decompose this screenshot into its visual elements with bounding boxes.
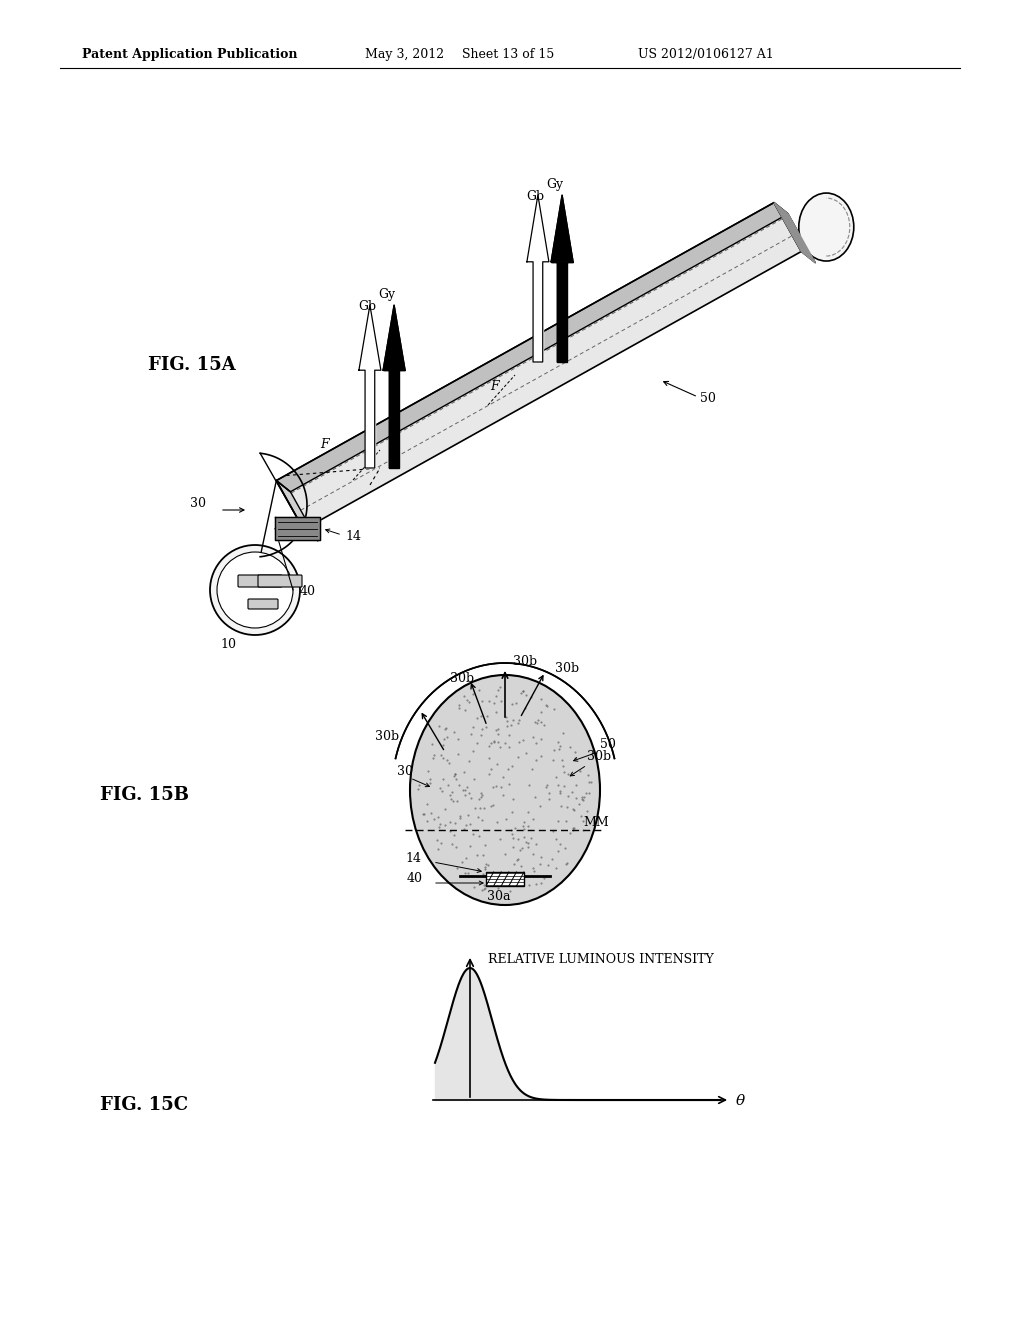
Polygon shape bbox=[551, 261, 573, 362]
FancyBboxPatch shape bbox=[248, 599, 278, 609]
Text: May 3, 2012: May 3, 2012 bbox=[365, 48, 444, 61]
Text: 30b: 30b bbox=[587, 750, 611, 763]
Polygon shape bbox=[276, 480, 317, 541]
Polygon shape bbox=[527, 195, 549, 261]
Text: 14: 14 bbox=[406, 851, 421, 865]
Text: F: F bbox=[490, 380, 499, 393]
Text: 30: 30 bbox=[397, 766, 413, 777]
Text: 30: 30 bbox=[190, 498, 206, 510]
Polygon shape bbox=[276, 202, 802, 529]
Text: Gy: Gy bbox=[546, 178, 563, 191]
Text: 30b: 30b bbox=[450, 672, 474, 685]
Polygon shape bbox=[551, 195, 573, 261]
Text: FIG. 15C: FIG. 15C bbox=[100, 1096, 188, 1114]
Text: Gb: Gb bbox=[526, 190, 544, 203]
Polygon shape bbox=[275, 517, 319, 540]
Text: US 2012/0106127 A1: US 2012/0106127 A1 bbox=[638, 48, 774, 61]
Polygon shape bbox=[358, 370, 381, 469]
Text: FIG. 15A: FIG. 15A bbox=[148, 356, 236, 374]
Text: 30b: 30b bbox=[555, 663, 580, 675]
Circle shape bbox=[210, 545, 300, 635]
Text: 10: 10 bbox=[220, 638, 236, 651]
Polygon shape bbox=[276, 202, 788, 492]
Text: Gy: Gy bbox=[378, 288, 395, 301]
Polygon shape bbox=[358, 305, 381, 370]
Text: F: F bbox=[319, 438, 329, 451]
FancyBboxPatch shape bbox=[258, 576, 302, 587]
Text: Sheet 13 of 15: Sheet 13 of 15 bbox=[462, 48, 554, 61]
Text: FIG. 15B: FIG. 15B bbox=[100, 785, 189, 804]
Polygon shape bbox=[383, 305, 406, 370]
Text: θ: θ bbox=[736, 1094, 745, 1107]
Text: Patent Application Publication: Patent Application Publication bbox=[82, 48, 298, 61]
FancyBboxPatch shape bbox=[238, 576, 282, 587]
Polygon shape bbox=[774, 202, 815, 263]
Bar bbox=[486, 873, 524, 886]
Text: 30b: 30b bbox=[375, 730, 399, 743]
Ellipse shape bbox=[410, 675, 600, 906]
Text: 30a: 30a bbox=[487, 890, 511, 903]
Text: 14: 14 bbox=[345, 531, 361, 543]
Text: RELATIVE LUMINOUS INTENSITY: RELATIVE LUMINOUS INTENSITY bbox=[488, 953, 714, 966]
Text: 50: 50 bbox=[700, 392, 716, 405]
Text: 50: 50 bbox=[600, 738, 615, 751]
Text: 40: 40 bbox=[300, 585, 316, 598]
Polygon shape bbox=[527, 261, 549, 362]
Polygon shape bbox=[774, 202, 815, 263]
Text: MM: MM bbox=[583, 816, 608, 829]
Polygon shape bbox=[383, 370, 406, 469]
Circle shape bbox=[217, 552, 293, 628]
Text: Gb: Gb bbox=[358, 300, 376, 313]
Text: 30b: 30b bbox=[513, 655, 538, 668]
Text: 40: 40 bbox=[407, 873, 423, 884]
Ellipse shape bbox=[799, 193, 854, 261]
